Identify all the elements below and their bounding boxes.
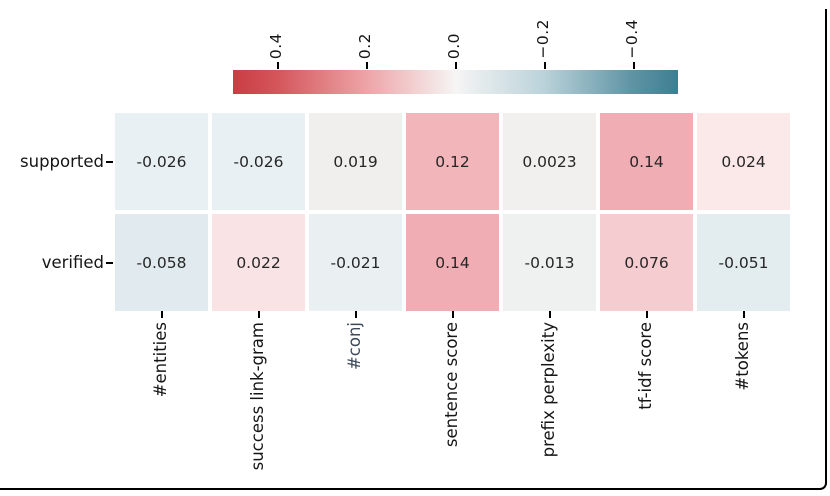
colorbar-tick [543, 62, 546, 69]
y-axis-tick [106, 261, 113, 264]
x-axis-tick [645, 311, 648, 318]
column-label: #conj [344, 322, 364, 371]
colorbar-tick-label: −0.2 [533, 19, 552, 59]
colorbar-tick-label: 0.4 [266, 32, 285, 59]
cell-value: -0.058 [136, 253, 187, 272]
row-label: supported [20, 151, 104, 171]
x-axis-tick [451, 311, 454, 318]
colorbar-tick-label: 0.2 [355, 32, 374, 59]
cell-value: 0.019 [333, 152, 378, 171]
heatmap-cell: 0.14 [600, 113, 693, 210]
heatmap-cell: 0.12 [406, 113, 499, 210]
x-axis-tick [354, 311, 357, 318]
heatmap-cell: 0.14 [406, 214, 499, 311]
heatmap-cell: 0.022 [212, 214, 305, 311]
column-label: tf-idf score [635, 322, 655, 410]
cell-value: 0.14 [435, 253, 470, 272]
cell-value: -0.021 [330, 253, 381, 272]
colorbar-tick [365, 62, 368, 69]
column-label: #entities [150, 322, 170, 398]
cell-value: -0.013 [524, 253, 575, 272]
column-label: prefix perplexity [538, 322, 558, 458]
y-axis-tick [106, 160, 113, 163]
cell-value: -0.026 [233, 152, 284, 171]
cell-value: 0.14 [629, 152, 664, 171]
colorbar-tick-label: 0.0 [444, 32, 463, 59]
column-label: sentence score [441, 322, 461, 448]
column-label: #tokens [732, 322, 752, 391]
cell-value: -0.026 [136, 152, 187, 171]
heatmap-cell: 0.076 [600, 214, 693, 311]
heatmap-cell: -0.026 [212, 113, 305, 210]
cell-value: -0.051 [718, 253, 769, 272]
heatmap-cell: -0.058 [115, 214, 208, 311]
cell-value: 0.076 [624, 253, 669, 272]
x-axis-tick [548, 311, 551, 318]
colorbar-tick [632, 62, 635, 69]
heatmap-cell: -0.021 [309, 214, 402, 311]
colorbar-gradient [233, 70, 678, 94]
colorbar-tick [276, 62, 279, 69]
x-axis-tick [257, 311, 260, 318]
heatmap-cell: -0.026 [115, 113, 208, 210]
colorbar-tick-label: −0.4 [622, 19, 641, 59]
heatmap-cell: -0.051 [697, 214, 790, 311]
column-label: success link-gram [247, 322, 267, 471]
x-axis-tick [160, 311, 163, 318]
heatmap-cell: 0.019 [309, 113, 402, 210]
heatmap-cell: 0.0023 [503, 113, 596, 210]
heatmap-cell: 0.024 [697, 113, 790, 210]
heatmap-cell: -0.013 [503, 214, 596, 311]
cell-value: 0.12 [435, 152, 470, 171]
cell-value: 0.024 [721, 152, 766, 171]
cell-value: 0.022 [236, 253, 281, 272]
row-label: verified [41, 252, 104, 272]
cell-value: 0.0023 [522, 152, 577, 171]
x-axis-tick [742, 311, 745, 318]
colorbar-tick [454, 62, 457, 69]
